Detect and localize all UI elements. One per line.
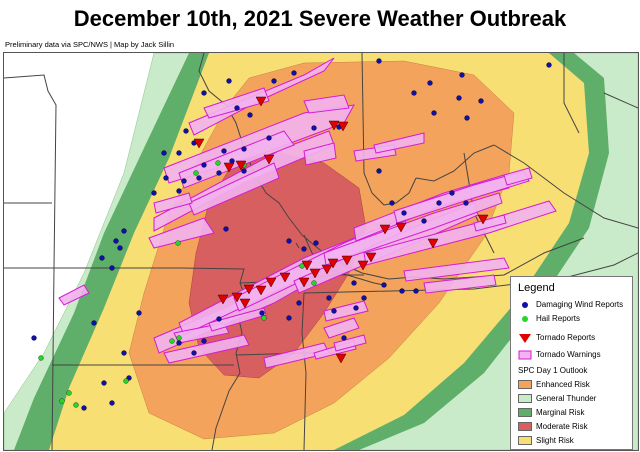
magenta-polygon-icon xyxy=(518,350,532,360)
wind-reports xyxy=(31,58,552,411)
map-canvas[interactable] xyxy=(4,53,638,450)
legend-item-label: Slight Risk xyxy=(536,436,574,445)
legend-item-label: Hail Reports xyxy=(536,314,581,323)
legend-item-label: Damaging Wind Reports xyxy=(536,300,624,309)
title-bar: December 10th, 2021 Severe Weather Outbr… xyxy=(0,0,640,52)
legend-item-label: Tornado Warnings xyxy=(536,350,601,359)
general-thunder-swatch xyxy=(518,394,532,403)
red-triangle-icon xyxy=(519,334,531,343)
map-panel[interactable] xyxy=(3,52,639,451)
outlook-subtitle: SPC Day 1 Outlook xyxy=(518,366,588,375)
legend: Legend Damaging Wind Reports Hail Report… xyxy=(510,276,633,450)
marginal-swatch xyxy=(518,408,532,417)
tornado-reports xyxy=(193,96,489,364)
blue-dot-icon xyxy=(522,302,528,308)
moderate-swatch xyxy=(518,422,532,431)
legend-title: Legend xyxy=(518,282,555,294)
legend-item-label: Moderate Risk xyxy=(536,422,588,431)
map-credit: Preliminary data via SPC/NWS | Map by Ja… xyxy=(5,40,175,49)
map-title: December 10th, 2021 Severe Weather Outbr… xyxy=(73,6,567,31)
legend-item-label: Marginal Risk xyxy=(536,408,585,417)
hail-reports xyxy=(38,160,317,408)
tornado-warnings xyxy=(58,57,557,369)
legend-item-label: Tornado Reports xyxy=(536,333,596,342)
legend-item-label: General Thunder xyxy=(536,394,597,403)
green-dot-icon xyxy=(522,316,528,322)
slight-swatch xyxy=(518,436,532,445)
legend-item-label: Enhanced Risk xyxy=(536,380,590,389)
enhanced-swatch xyxy=(518,380,532,389)
